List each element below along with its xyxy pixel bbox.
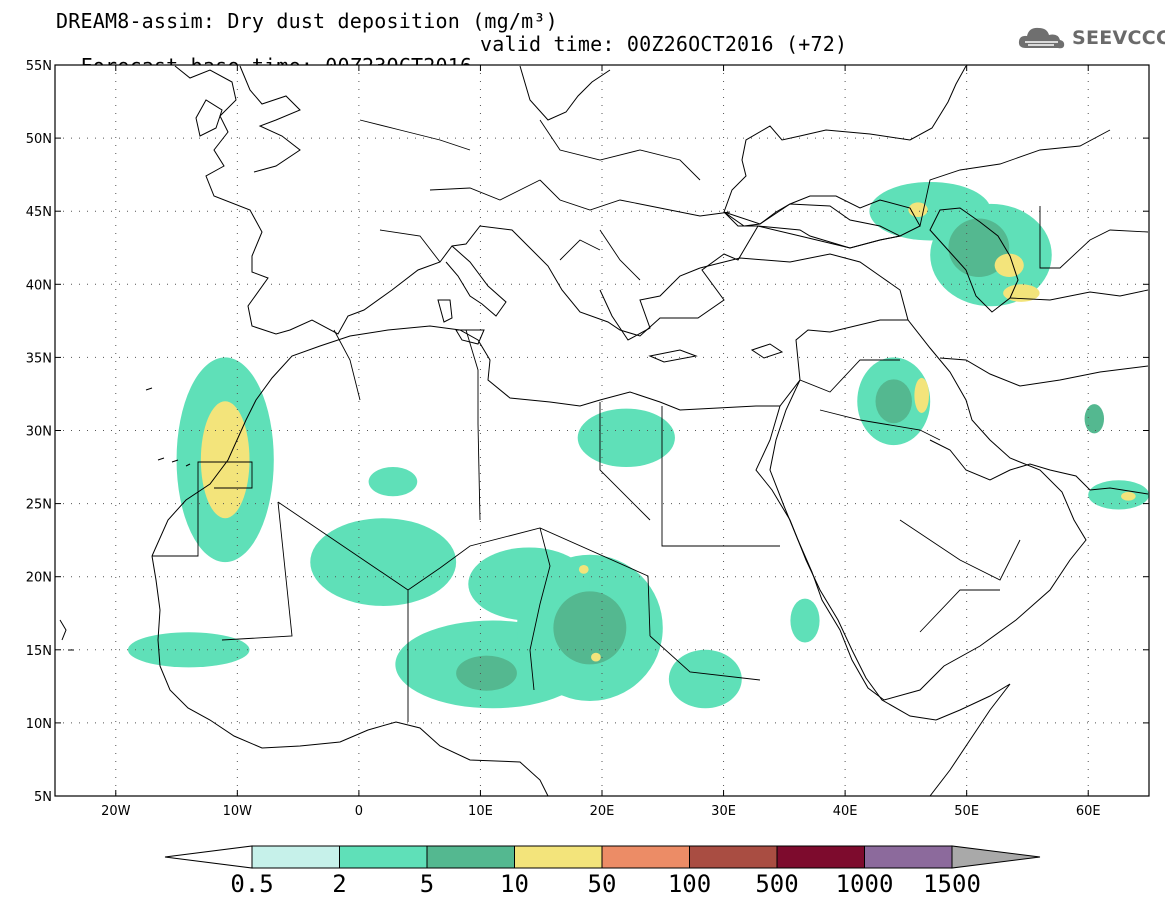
dust-region: [591, 652, 601, 662]
dust-region: [1003, 284, 1040, 302]
country-borders: [152, 119, 1149, 722]
lon-label: 10W: [223, 804, 253, 819]
lat-label: 20N: [26, 571, 52, 586]
seevccc-logo: SEEVCCC: [1016, 24, 1165, 52]
dust-region: [200, 401, 250, 519]
lon-label: 10E: [468, 804, 493, 819]
lat-label: 50N: [26, 132, 52, 147]
dust-region: [468, 547, 590, 621]
longitude-labels: 20W 10W 0 10E 20E 30E 40E 50E 60E: [101, 804, 1101, 819]
lat-label: 40N: [26, 278, 52, 293]
colorbar-label: 10: [500, 870, 529, 898]
dust-region: [578, 565, 589, 574]
colorbar-label: 2: [332, 870, 346, 898]
lat-label: 10N: [26, 717, 52, 732]
lon-label: 30E: [711, 804, 736, 819]
lat-label: 5N: [34, 790, 52, 805]
map-plot: 55N 50N 45N 40N 35N 30N 25N 20N 15N 10N 5N 20W 10W 0…: [26, 59, 1150, 819]
colorbar-label: 500: [755, 870, 798, 898]
dust-region: [875, 379, 912, 424]
colorbar-label: 100: [668, 870, 711, 898]
colorbar-labels: 0.5 2 5 10 50 100 500 1000 1500: [230, 870, 981, 898]
lon-label: 20E: [590, 804, 615, 819]
dust-shading: [127, 181, 1149, 709]
lat-label: 35N: [26, 351, 52, 366]
dust-region: [368, 467, 418, 497]
latitude-labels: 55N 50N 45N 40N 35N 30N 25N 20N 15N 10N 5N: [26, 59, 52, 805]
lat-label: 25N: [26, 498, 52, 513]
colorbar-label: 1500: [923, 870, 981, 898]
dust-region: [994, 253, 1024, 277]
dust-region: [1088, 480, 1149, 510]
dust-region: [1121, 491, 1136, 501]
lon-label: 0: [355, 804, 363, 819]
lat-label: 30N: [26, 425, 52, 440]
lon-label: 50E: [954, 804, 979, 819]
dust-region: [1084, 404, 1105, 434]
axis-ticks: [55, 64, 1149, 797]
dust-region: [310, 518, 457, 606]
colorbar-label: 0.5: [230, 870, 273, 898]
dust-region: [553, 591, 627, 665]
dust-region: [914, 377, 929, 413]
dust-region: [790, 598, 820, 643]
lon-label: 40E: [833, 804, 858, 819]
lon-label: 60E: [1076, 804, 1101, 819]
dust-region: [577, 408, 675, 468]
lat-label: 55N: [26, 59, 52, 74]
colorbar-label: 50: [588, 870, 617, 898]
lat-label: 15N: [26, 644, 52, 659]
coastlines: [59, 65, 1149, 796]
colorbar-label: 1000: [836, 870, 894, 898]
lon-label: 20W: [101, 804, 131, 819]
logo-text: SEEVCCC: [1072, 27, 1165, 49]
dust-region: [456, 655, 517, 691]
map-title: DREAM8-assim: Dry dust deposition (mg/m³…: [56, 9, 558, 33]
colorbar-label: 5: [420, 870, 434, 898]
cloud-logo-icon: [1018, 27, 1065, 49]
valid-time: valid time: 00Z26OCT2016 (+72): [480, 32, 848, 56]
dust-region: [668, 649, 742, 709]
lat-label: 45N: [26, 205, 52, 220]
